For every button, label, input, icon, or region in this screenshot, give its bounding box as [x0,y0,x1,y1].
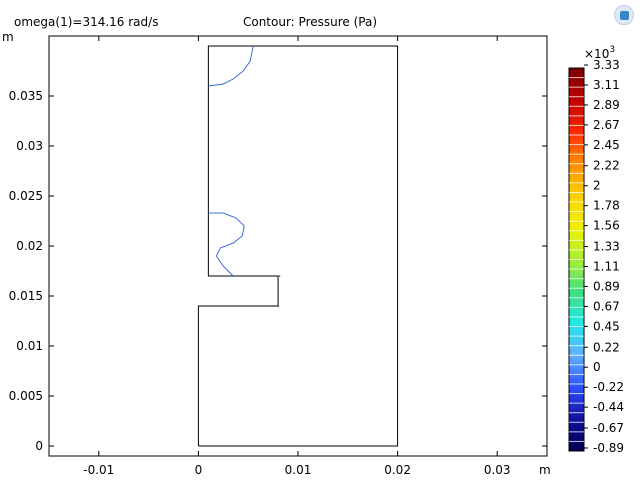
contour-line [208,212,245,277]
x-tick-label: -0.01 [83,463,114,477]
colorbar-ticks: 3.33 3.11 2.89 2.67 2.45 2.22 2 1.78 1.56 1.33 1.1… [584,58,624,455]
x-tick-label: 0.02 [384,463,411,477]
y-tick-label: 0 [35,439,43,453]
colorbar-tick-label: 1.33 [593,240,620,254]
colorbar-tick-label: 0.67 [593,299,620,313]
contour-line [277,305,280,308]
colorbar-tick-label: 0.45 [593,319,620,333]
colorbar-tick-label: 2.22 [593,159,620,173]
colorbar-tick-label: 2.67 [593,118,620,132]
colorbar-tick-label: -0.22 [593,380,624,394]
x-unit-label: m [539,463,551,477]
plot-title: Contour: Pressure (Pa) [243,15,377,29]
x-tick-label: 0 [195,463,203,477]
colorbar-tick-label: 1.56 [593,219,620,233]
contour-lines [208,45,281,308]
colorbar-tick-label: 2.45 [593,138,620,152]
y-tick-label: 0.03 [16,139,43,153]
colorbar-tick-label: 2.89 [593,98,620,112]
parameter-label: omega(1)=314.16 rad/s [14,15,158,29]
x-tick-label: 0.03 [484,463,511,477]
colorbar-tick-label: 0.22 [593,340,620,354]
colorbar-tick-label: -0.89 [593,441,624,455]
colorbar-tick-label: 2 [593,179,601,193]
y-axis: 0 0.005 0.01 0.015 0.02 0.025 0.03 0.035 [9,89,547,453]
y-tick-label: 0.005 [9,389,43,403]
colorbar-multiplier: ×103 [584,45,615,61]
view-cube-icon[interactable] [614,5,634,25]
y-tick-label: 0.01 [16,339,43,353]
y-tick-label: 0.015 [9,289,43,303]
contour-line [278,274,281,278]
colorbar-tick-label: -0.67 [593,421,624,435]
colorbar-tick-label: 1.11 [593,259,620,273]
x-axis: -0.01 0 0.01 0.02 0.03 [83,36,511,477]
y-tick-label: 0.02 [16,239,43,253]
colorbar-tick-label: 0 [593,360,601,374]
colorbar-tick-label: 0.89 [593,279,620,293]
colorbar-tick-label: 3.33 [593,58,620,72]
y-unit-label: m [2,30,14,44]
colorbar-tick-label: -0.44 [593,400,624,414]
plot-frame [48,35,548,457]
y-tick-label: 0.035 [9,89,43,103]
geometry-outline [197,45,399,447]
colorbar-tick-label: 3.11 [593,78,620,92]
x-tick-label: 0.01 [285,463,312,477]
colorbar-bands [569,77,584,442]
colorbar-tick-label: 1.78 [593,199,620,213]
contour-line [208,45,254,87]
y-tick-label: 0.025 [9,189,43,203]
